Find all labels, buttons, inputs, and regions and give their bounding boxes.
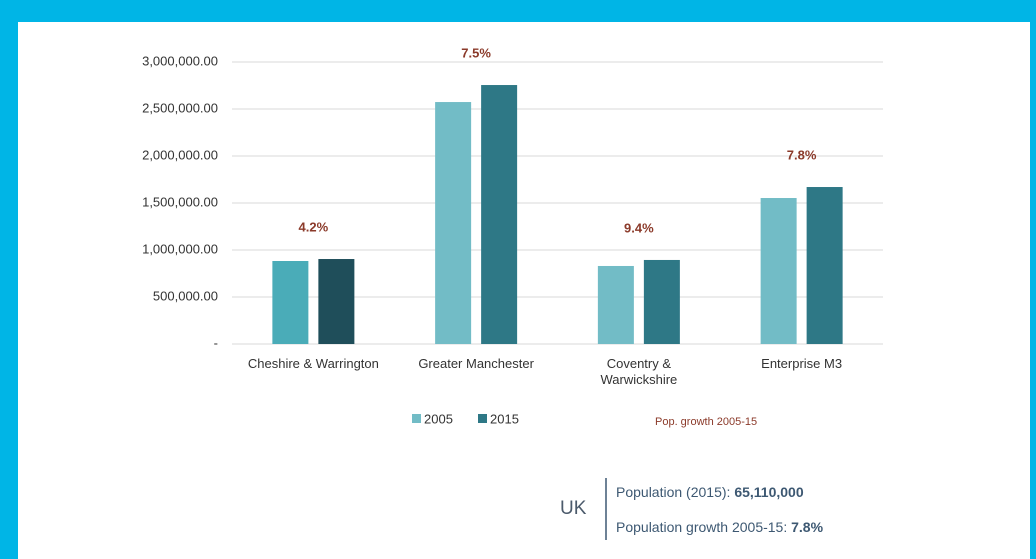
y-tick-label: 2,500,000.00 [142, 100, 218, 115]
legend-growth: Pop. growth 2005-15 [655, 416, 757, 428]
x-tick-label: Cheshire & Warrington [247, 356, 379, 371]
growth-label: 4.2% [299, 219, 329, 234]
y-tick-label: 1,500,000.00 [142, 194, 218, 209]
y-tick-label: - [214, 335, 218, 350]
bar [643, 259, 680, 344]
growth-label: 9.4% [624, 220, 654, 235]
bar [272, 260, 309, 344]
y-tick-label: 500,000.00 [153, 288, 218, 303]
value: 65,110,000 [734, 484, 804, 500]
legend-swatch [412, 414, 421, 423]
label: Population (2015): [616, 484, 735, 500]
x-tick-label: Coventry & Warwickshire [600, 356, 678, 387]
x-tick-label: Enterprise M3 [761, 356, 843, 371]
growth-label: 7.8% [787, 147, 817, 162]
y-tick-label: 2,000,000.00 [142, 147, 218, 162]
y-tick-label: 3,000,000.00 [142, 53, 218, 68]
label: Population growth 2005-15: [616, 519, 792, 535]
x-tick-label: Greater Manchester [418, 356, 534, 371]
legend-label: 2015 [490, 411, 519, 426]
value: 7.8% [791, 519, 824, 535]
bar [318, 259, 355, 344]
population-line: Population (2015): 65,110,000 [616, 484, 804, 500]
bar [435, 102, 472, 344]
bar [597, 265, 634, 344]
growth-label: 7.5% [461, 45, 491, 60]
growth-line: Population growth 2005-15: 7.8% [616, 519, 823, 535]
region: UK [560, 498, 587, 519]
y-tick-label: 1,000,000.00 [142, 241, 218, 256]
legend-label: 2005 [424, 411, 453, 426]
bar [760, 198, 797, 344]
panel [18, 22, 1030, 559]
bar [806, 187, 843, 344]
bar [481, 85, 518, 344]
legend-swatch [478, 414, 487, 423]
